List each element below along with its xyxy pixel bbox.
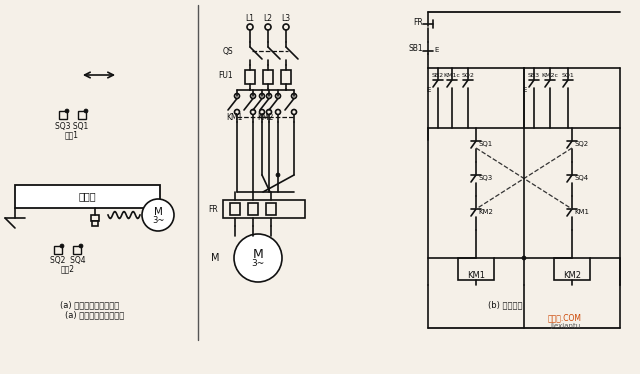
- Text: SB1: SB1: [408, 43, 423, 52]
- Text: KM1c: KM1c: [444, 73, 460, 77]
- Text: M: M: [253, 248, 264, 261]
- Text: SB2: SB2: [432, 73, 444, 77]
- Circle shape: [522, 256, 526, 260]
- Text: 3~: 3~: [252, 258, 264, 267]
- Text: (a) 工作自动循环示意图: (a) 工作自动循环示意图: [60, 300, 120, 310]
- Circle shape: [283, 24, 289, 30]
- Text: KM1: KM1: [575, 209, 589, 215]
- Text: E: E: [523, 87, 527, 93]
- Text: (a) 工作自动循环示意图: (a) 工作自动循环示意图: [65, 310, 125, 319]
- Circle shape: [266, 110, 271, 114]
- Text: KM2: KM2: [563, 270, 581, 279]
- Bar: [92, 221, 98, 226]
- Bar: [15, 185, 160, 208]
- Bar: [223, 200, 305, 218]
- Text: (b) 控制线路: (b) 控制线路: [488, 300, 522, 310]
- Text: SQ1: SQ1: [479, 141, 493, 147]
- Circle shape: [65, 109, 69, 113]
- Text: SQ2: SQ2: [461, 73, 474, 77]
- Text: KM2: KM2: [257, 113, 273, 122]
- Bar: [78, 111, 86, 119]
- Bar: [281, 70, 291, 84]
- Text: 位置2: 位置2: [61, 264, 75, 273]
- Bar: [266, 203, 276, 215]
- Text: 3~: 3~: [152, 215, 164, 224]
- Bar: [263, 70, 273, 84]
- Bar: [91, 215, 99, 221]
- Circle shape: [234, 94, 239, 98]
- Circle shape: [250, 94, 255, 98]
- Bar: [54, 246, 62, 254]
- Text: SQ1: SQ1: [562, 73, 574, 77]
- Bar: [73, 246, 81, 254]
- Text: L2: L2: [264, 13, 273, 22]
- Text: FR: FR: [413, 18, 423, 27]
- Circle shape: [60, 244, 64, 248]
- Text: KM2: KM2: [479, 209, 493, 215]
- Circle shape: [259, 94, 264, 98]
- Bar: [230, 203, 240, 215]
- Text: E: E: [434, 47, 438, 53]
- Circle shape: [275, 110, 280, 114]
- Text: 工作台: 工作台: [78, 191, 96, 201]
- Text: M: M: [211, 253, 220, 263]
- Bar: [458, 258, 494, 280]
- Text: KM2c: KM2c: [541, 73, 559, 77]
- Bar: [245, 70, 255, 84]
- Circle shape: [234, 234, 282, 282]
- Text: KM1: KM1: [467, 270, 485, 279]
- Text: FU1: FU1: [218, 71, 233, 80]
- Bar: [248, 203, 258, 215]
- Circle shape: [266, 94, 271, 98]
- Circle shape: [250, 110, 255, 114]
- Circle shape: [265, 24, 271, 30]
- Text: KM1: KM1: [226, 113, 243, 122]
- Circle shape: [275, 94, 280, 98]
- Circle shape: [276, 173, 280, 177]
- Circle shape: [247, 24, 253, 30]
- Text: FR: FR: [208, 205, 218, 214]
- Text: SQ3: SQ3: [479, 175, 493, 181]
- Circle shape: [84, 109, 88, 113]
- Text: E: E: [427, 87, 431, 93]
- Bar: [59, 111, 67, 119]
- Text: QS: QS: [222, 46, 233, 55]
- Text: L3: L3: [282, 13, 291, 22]
- Text: jiexiantu: jiexiantu: [550, 323, 580, 329]
- Bar: [554, 258, 590, 280]
- Text: M: M: [154, 207, 163, 217]
- Text: SB3: SB3: [528, 73, 540, 77]
- Circle shape: [79, 244, 83, 248]
- Text: SQ3 SQ1: SQ3 SQ1: [56, 122, 88, 131]
- Text: SQ2  SQ4: SQ2 SQ4: [50, 255, 86, 264]
- Circle shape: [291, 94, 296, 98]
- Text: L1: L1: [246, 13, 255, 22]
- Circle shape: [142, 199, 174, 231]
- Circle shape: [234, 110, 239, 114]
- Text: SQ2: SQ2: [575, 141, 589, 147]
- Circle shape: [259, 110, 264, 114]
- Text: SQ4: SQ4: [575, 175, 589, 181]
- Text: 位置1: 位置1: [65, 131, 79, 140]
- Circle shape: [291, 110, 296, 114]
- Text: 接线图.COM: 接线图.COM: [548, 313, 582, 322]
